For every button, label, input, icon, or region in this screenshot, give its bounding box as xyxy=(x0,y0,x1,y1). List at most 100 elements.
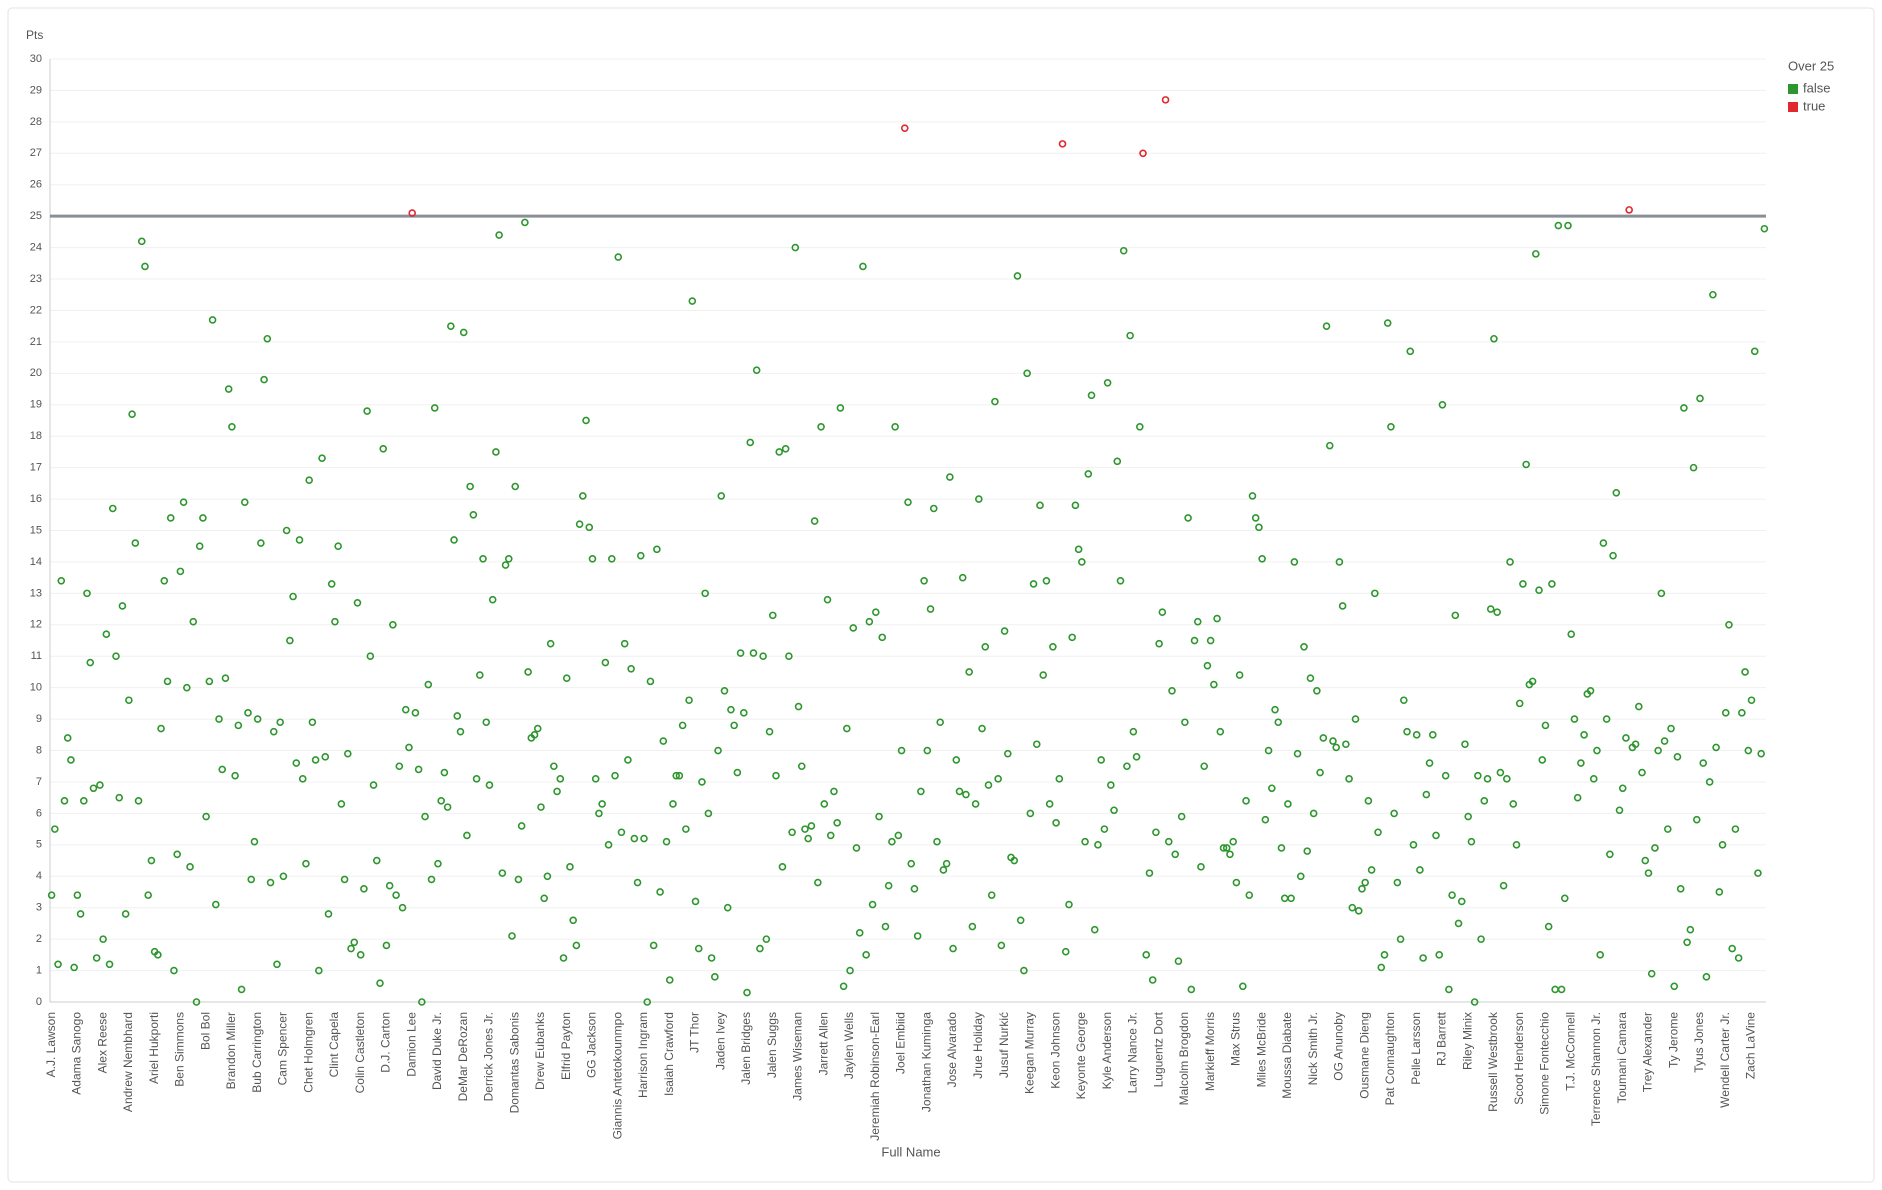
y-tick-label: 7 xyxy=(36,776,42,788)
x-tick-label: Trey Alexander xyxy=(1641,1012,1655,1092)
point xyxy=(1052,819,1060,827)
point xyxy=(1606,850,1614,859)
point xyxy=(785,652,793,661)
x-tick-label: Terrence Shannon Jr. xyxy=(1589,1012,1603,1126)
point xyxy=(282,526,291,535)
point xyxy=(595,809,603,818)
point xyxy=(379,444,388,453)
point xyxy=(1560,894,1569,903)
point xyxy=(717,492,726,500)
point xyxy=(1303,847,1312,855)
point xyxy=(1036,501,1044,510)
point xyxy=(904,498,912,507)
point xyxy=(498,869,507,877)
point xyxy=(1213,614,1221,623)
x-tick-label: T.J. McConnell xyxy=(1563,1012,1577,1091)
y-tick-label: 8 xyxy=(36,744,42,756)
point xyxy=(746,438,755,447)
point xyxy=(1689,463,1698,472)
point xyxy=(1348,903,1357,912)
point xyxy=(514,875,523,884)
point xyxy=(714,746,722,755)
y-tick-label: 12 xyxy=(30,619,42,631)
point xyxy=(1319,734,1328,742)
point xyxy=(1020,966,1028,975)
point xyxy=(311,756,320,764)
point xyxy=(1506,558,1514,566)
point xyxy=(1441,771,1450,780)
point xyxy=(1119,246,1128,255)
point xyxy=(1094,841,1102,849)
y-tick-label: 4 xyxy=(36,870,42,882)
point xyxy=(949,944,957,953)
point xyxy=(456,727,465,736)
point xyxy=(1554,221,1563,230)
point xyxy=(1622,734,1630,742)
point xyxy=(1055,775,1064,783)
point xyxy=(820,800,829,808)
point xyxy=(711,973,719,981)
point xyxy=(672,771,680,780)
x-tick-label: Damion Lee xyxy=(404,1012,418,1077)
point xyxy=(1602,715,1611,723)
point xyxy=(1738,709,1746,717)
point xyxy=(591,775,600,783)
point xyxy=(154,951,162,959)
point xyxy=(736,649,745,657)
point xyxy=(807,822,816,830)
point xyxy=(553,787,561,796)
point xyxy=(1528,677,1537,686)
point xyxy=(839,982,848,991)
point xyxy=(176,567,185,576)
point xyxy=(411,709,420,717)
point xyxy=(588,554,597,563)
y-tick-label: 23 xyxy=(30,273,42,285)
point xyxy=(430,404,439,412)
point xyxy=(240,498,249,507)
point xyxy=(134,797,143,805)
point xyxy=(881,922,890,931)
point xyxy=(1403,727,1411,736)
point xyxy=(562,674,571,683)
point xyxy=(1274,718,1283,727)
point xyxy=(962,790,970,799)
y-tick-label: 5 xyxy=(36,839,42,851)
point xyxy=(620,639,629,648)
point xyxy=(656,888,664,896)
point xyxy=(727,705,735,714)
point xyxy=(482,718,491,727)
point xyxy=(1309,809,1318,818)
point xyxy=(543,872,552,881)
point xyxy=(369,781,378,789)
point xyxy=(1664,825,1672,833)
point xyxy=(797,762,806,771)
point xyxy=(891,422,899,431)
point xyxy=(975,495,983,503)
point xyxy=(1718,841,1727,849)
point xyxy=(936,718,944,727)
point xyxy=(418,998,426,1006)
point xyxy=(1258,554,1266,563)
x-tick-label: Ousmane Dieng xyxy=(1357,1012,1371,1099)
y-tick-label: 16 xyxy=(30,493,42,505)
point xyxy=(199,514,207,522)
x-tick-label: Scoot Henderson xyxy=(1512,1012,1526,1105)
x-tick-label: Derrick Jones Jr. xyxy=(482,1012,496,1101)
point xyxy=(669,800,677,808)
point xyxy=(1673,753,1682,761)
point xyxy=(1596,951,1604,959)
x-tick-label: Keon Johnson xyxy=(1048,1012,1062,1089)
point xyxy=(63,734,72,742)
point xyxy=(836,404,845,412)
card xyxy=(7,7,1875,1183)
x-tick-label: Harrison Ingram xyxy=(636,1012,650,1098)
point xyxy=(183,683,191,692)
point xyxy=(395,762,404,771)
point xyxy=(994,775,1002,783)
point xyxy=(640,834,648,843)
x-tick-label: Alex Reese xyxy=(95,1012,109,1074)
y-tick-label: 3 xyxy=(36,902,42,914)
point xyxy=(1474,771,1482,780)
point xyxy=(1760,224,1769,233)
point xyxy=(202,812,210,821)
